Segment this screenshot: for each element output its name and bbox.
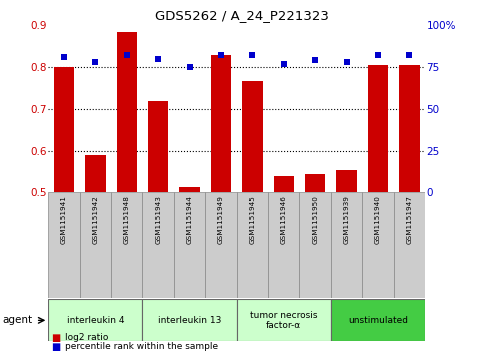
Point (217, 53, 225, 58)
Point (249, 53, 256, 58)
Text: GSM1151939: GSM1151939 (343, 196, 350, 244)
Bar (111, 192, 142, 298)
Bar (148, 101, 169, 192)
Text: GSM1151946: GSM1151946 (281, 196, 287, 244)
Bar (336, 170, 357, 192)
Bar (211, 55, 231, 192)
Text: GSM1151943: GSM1151943 (155, 196, 161, 244)
Bar (305, 174, 326, 192)
Text: interleukin 13: interleukin 13 (158, 316, 221, 325)
Text: GSM1151948: GSM1151948 (124, 196, 130, 244)
Bar (116, 32, 137, 192)
Bar (80, 192, 111, 298)
Text: log2 ratio: log2 ratio (65, 333, 109, 342)
Point (374, 53, 382, 58)
Text: percentile rank within the sample: percentile rank within the sample (65, 342, 218, 351)
Text: ■: ■ (51, 342, 60, 352)
Point (280, 61, 288, 67)
Text: interleukin 4: interleukin 4 (67, 316, 124, 325)
Point (155, 56, 162, 62)
Text: agent: agent (2, 315, 32, 325)
Bar (242, 81, 263, 192)
Bar (142, 192, 174, 298)
Bar (331, 192, 362, 298)
Point (186, 64, 194, 70)
Bar (54, 67, 74, 192)
Text: GDS5262 / A_24_P221323: GDS5262 / A_24_P221323 (155, 9, 328, 22)
Text: GSM1151940: GSM1151940 (375, 196, 381, 244)
Text: tumor necrosis
factor-α: tumor necrosis factor-α (250, 311, 317, 330)
Text: GSM1151944: GSM1151944 (186, 196, 193, 244)
Point (312, 58, 319, 64)
Bar (268, 192, 299, 298)
Bar (85, 155, 106, 192)
Bar (273, 176, 294, 192)
Text: GSM1151949: GSM1151949 (218, 196, 224, 244)
Text: ■: ■ (51, 333, 60, 343)
Bar (368, 65, 388, 192)
Bar (362, 192, 394, 298)
Point (92, 59, 99, 65)
Text: GSM1151950: GSM1151950 (312, 196, 318, 244)
Bar (299, 192, 331, 298)
Bar (205, 192, 237, 298)
Bar (237, 299, 331, 341)
Bar (237, 192, 268, 298)
Text: GSM1151945: GSM1151945 (249, 196, 256, 244)
Text: unstimulated: unstimulated (348, 316, 408, 325)
Text: GSM1151947: GSM1151947 (406, 196, 412, 244)
Bar (394, 192, 425, 298)
Bar (179, 187, 200, 192)
Bar (48, 192, 80, 298)
Bar (142, 299, 237, 341)
Bar (174, 192, 205, 298)
Point (406, 53, 413, 58)
Bar (399, 65, 420, 192)
Text: GSM1151941: GSM1151941 (61, 196, 67, 244)
Point (123, 53, 131, 58)
Bar (48, 299, 142, 341)
Point (343, 59, 351, 65)
Text: GSM1151942: GSM1151942 (92, 196, 99, 244)
Bar (331, 299, 425, 341)
Point (60, 54, 68, 60)
